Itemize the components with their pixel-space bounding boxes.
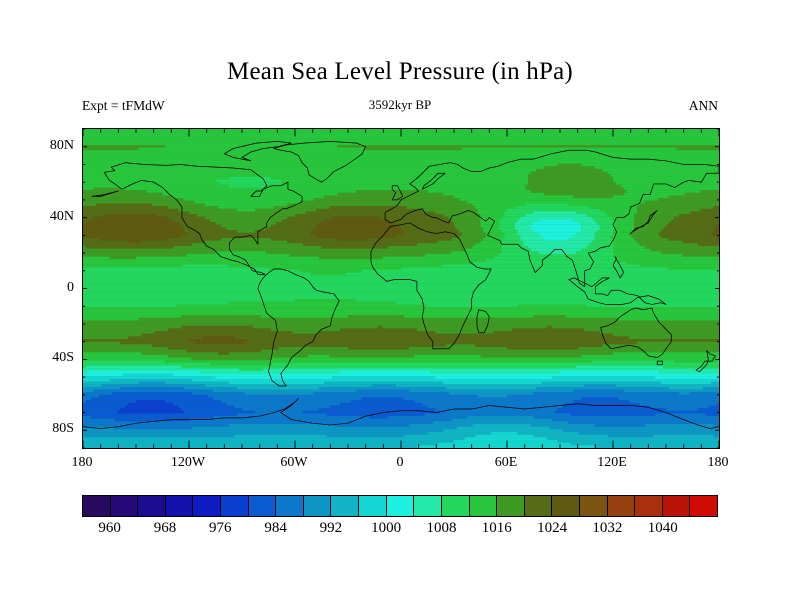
x-axis-tick-label: 60W bbox=[280, 455, 308, 470]
colorbar-tick-label: 976 bbox=[209, 520, 232, 536]
colorbar-swatch bbox=[193, 496, 222, 516]
colorbar-swatch bbox=[386, 496, 415, 516]
y-axis-tick-label: 80N bbox=[49, 137, 74, 153]
colorbar-tick-label: 1040 bbox=[647, 520, 678, 536]
y-axis-tick-label: 80S bbox=[52, 421, 74, 437]
x-axis-tick-label: 180 bbox=[71, 455, 93, 470]
map-plot-area bbox=[82, 128, 720, 449]
colorbar-tick-label: 992 bbox=[319, 520, 343, 536]
colorbar-swatch bbox=[579, 496, 608, 516]
colorbar-swatch bbox=[248, 496, 277, 516]
x-axis-tick-label: 180 bbox=[707, 455, 729, 470]
pressure-contour-map bbox=[83, 129, 719, 448]
y-axis-tick-label: 40N bbox=[49, 208, 74, 224]
colorbar-swatch bbox=[110, 496, 139, 516]
colorbar-tick-label: 1016 bbox=[481, 520, 512, 536]
colorbar-swatch bbox=[414, 496, 442, 516]
colorbar-swatch bbox=[359, 496, 387, 516]
colorbar-tick-label: 1032 bbox=[592, 520, 623, 536]
colorbar-swatch bbox=[607, 496, 636, 516]
colorbar-swatch bbox=[497, 496, 525, 516]
colorbar-tick-label: 1024 bbox=[537, 520, 568, 536]
colorbar-tick-label: 1008 bbox=[426, 520, 457, 536]
colorbar-swatch bbox=[331, 496, 360, 516]
x-axis-tick-label: 120E bbox=[597, 455, 627, 470]
colorbar-swatch bbox=[441, 496, 470, 516]
pressure-field-layer bbox=[83, 129, 719, 448]
colorbar-swatch bbox=[662, 496, 691, 516]
colorbar-tick-label: 984 bbox=[264, 520, 287, 536]
x-axis-tick-label: 120W bbox=[170, 455, 206, 470]
experiment-label: Expt = tFMdW bbox=[82, 98, 165, 113]
colorbar-swatch bbox=[469, 496, 498, 516]
season-label: ANN bbox=[688, 98, 718, 113]
x-axis-tick-label: 60E bbox=[494, 455, 518, 470]
axis-tick-layer bbox=[83, 129, 719, 448]
page-title: Mean Sea Level Pressure (in hPa) bbox=[227, 58, 573, 85]
colorbar-tick-label: 968 bbox=[153, 520, 177, 536]
colorbar-tick-label: 960 bbox=[98, 520, 121, 536]
colorbar-tick-label: 1000 bbox=[371, 520, 402, 536]
colorbar-swatches[interactable] bbox=[82, 495, 718, 517]
coastline-layer bbox=[83, 141, 719, 429]
colorbar-swatch bbox=[635, 496, 663, 516]
colorbar-swatch bbox=[524, 496, 553, 516]
colorbar-swatch bbox=[165, 496, 194, 516]
colorbar-swatch bbox=[552, 496, 580, 516]
colorbar-swatch bbox=[276, 496, 304, 516]
colorbar-swatch bbox=[138, 496, 166, 516]
colorbar-swatch bbox=[690, 496, 718, 516]
colorbar-swatch bbox=[303, 496, 332, 516]
y-axis-tick-label: 0 bbox=[67, 279, 74, 295]
colorbar-swatch bbox=[221, 496, 249, 516]
colorbar-swatch bbox=[83, 496, 111, 516]
figure-subtitle: 3592kyr BP bbox=[368, 97, 432, 112]
y-axis-tick-label: 40S bbox=[52, 350, 74, 366]
x-axis-tick-label: 0 bbox=[396, 455, 404, 470]
colorbar: 960 968 976 984 992 1000 1008 1016 1024 1032 1040 bbox=[82, 495, 718, 536]
